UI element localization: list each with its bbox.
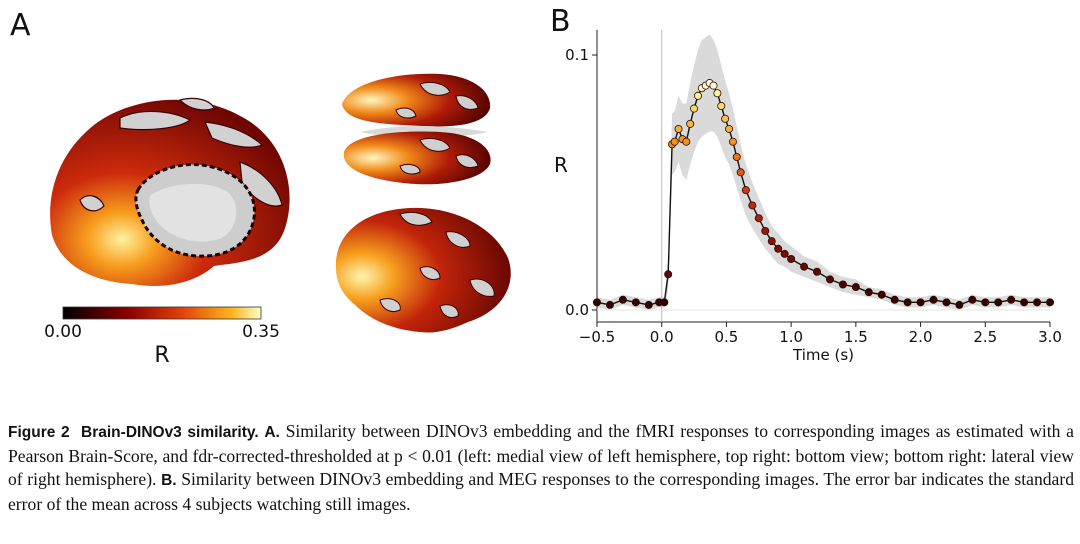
data-point bbox=[825, 275, 834, 284]
x-axis-label: Time (s) bbox=[792, 346, 854, 364]
data-point bbox=[682, 137, 691, 146]
data-point bbox=[644, 300, 653, 309]
panel-a-label: A bbox=[10, 8, 31, 43]
data-point bbox=[800, 262, 809, 271]
data-point bbox=[721, 114, 730, 123]
data-point bbox=[736, 168, 745, 177]
meg-similarity-chart: −0.5 0.0 0.5 1.0 1.5 2.0 2.5 3.0 0.0 0.1 Time (s) R bbox=[554, 30, 1062, 364]
data-point bbox=[693, 91, 702, 100]
data-point bbox=[593, 298, 602, 307]
data-point bbox=[780, 249, 789, 258]
data-point bbox=[813, 267, 822, 276]
data-point bbox=[670, 137, 679, 146]
x-tick-label: 1.5 bbox=[844, 328, 868, 346]
x-tick-label: −0.5 bbox=[579, 328, 615, 346]
x-tick-label: 1.0 bbox=[779, 328, 803, 346]
data-point bbox=[916, 298, 925, 307]
y-axis-label: R bbox=[554, 153, 568, 177]
bottom-view-upper bbox=[342, 73, 491, 185]
data-point bbox=[864, 288, 873, 297]
y-tick-label: 0.1 bbox=[565, 46, 589, 64]
x-tick-label: 2.5 bbox=[973, 328, 997, 346]
data-point bbox=[955, 300, 964, 309]
data-point bbox=[1033, 298, 1042, 307]
data-point bbox=[618, 295, 627, 304]
part-b-text: Similarity between DINOv3 embedding and … bbox=[8, 469, 1075, 514]
data-point bbox=[851, 283, 860, 292]
data-point bbox=[877, 290, 886, 299]
data-point bbox=[994, 298, 1003, 307]
data-point bbox=[728, 137, 737, 146]
right-hemisphere-lateral bbox=[335, 207, 511, 333]
data-point bbox=[981, 298, 990, 307]
x-tick-label: 3.0 bbox=[1038, 328, 1062, 346]
data-point bbox=[713, 89, 722, 98]
figure-title: Brain-DINOv3 similarity. bbox=[81, 424, 259, 441]
figure-caption: Figure 2 Brain-DINOv3 similarity. A. Sim… bbox=[8, 420, 1074, 516]
colorbar-min-label: 0.00 bbox=[44, 322, 82, 342]
data-point bbox=[725, 124, 734, 133]
data-point bbox=[686, 119, 695, 128]
data-point bbox=[748, 201, 757, 210]
data-point bbox=[664, 270, 673, 279]
data-point bbox=[660, 298, 669, 307]
data-point bbox=[968, 295, 977, 304]
x-tick-label: 0.0 bbox=[650, 328, 674, 346]
part-b-label: B. bbox=[161, 472, 177, 489]
colorbar-gradient bbox=[62, 306, 262, 320]
data-point bbox=[838, 280, 847, 289]
data-point bbox=[732, 152, 741, 161]
part-a-label: A. bbox=[264, 424, 280, 441]
data-point bbox=[890, 295, 899, 304]
data-point bbox=[929, 295, 938, 304]
data-point bbox=[631, 298, 640, 307]
data-point bbox=[761, 226, 770, 235]
sem-band bbox=[597, 34, 1050, 310]
data-point bbox=[903, 298, 912, 307]
data-point bbox=[1020, 298, 1029, 307]
colorbar-max-label: 0.35 bbox=[242, 322, 280, 342]
data-point bbox=[709, 81, 718, 90]
data-point bbox=[605, 300, 614, 309]
figure-label: Figure 2 bbox=[8, 424, 70, 441]
data-point bbox=[1045, 298, 1054, 307]
left-hemisphere-medial bbox=[50, 97, 290, 286]
x-tick-label: 0.5 bbox=[714, 328, 738, 346]
data-point bbox=[674, 124, 683, 133]
data-point bbox=[787, 254, 796, 263]
data-point bbox=[942, 298, 951, 307]
data-point bbox=[754, 214, 763, 223]
data-point bbox=[741, 186, 750, 195]
data-point bbox=[717, 102, 726, 111]
colorbar-title: R bbox=[154, 343, 169, 368]
brain-surface-maps: 0.00 0.35 R bbox=[44, 73, 511, 368]
data-point bbox=[690, 104, 699, 113]
data-point bbox=[767, 237, 776, 246]
x-tick-label: 2.0 bbox=[909, 328, 933, 346]
panel-b-label: B bbox=[550, 4, 571, 39]
y-tick-label: 0.0 bbox=[565, 301, 589, 319]
data-point bbox=[1007, 295, 1016, 304]
colorbar: 0.00 0.35 R bbox=[44, 306, 280, 368]
part-a-text: Similarity between DINOv3 embedding and … bbox=[8, 421, 1074, 489]
data-point bbox=[774, 244, 783, 253]
